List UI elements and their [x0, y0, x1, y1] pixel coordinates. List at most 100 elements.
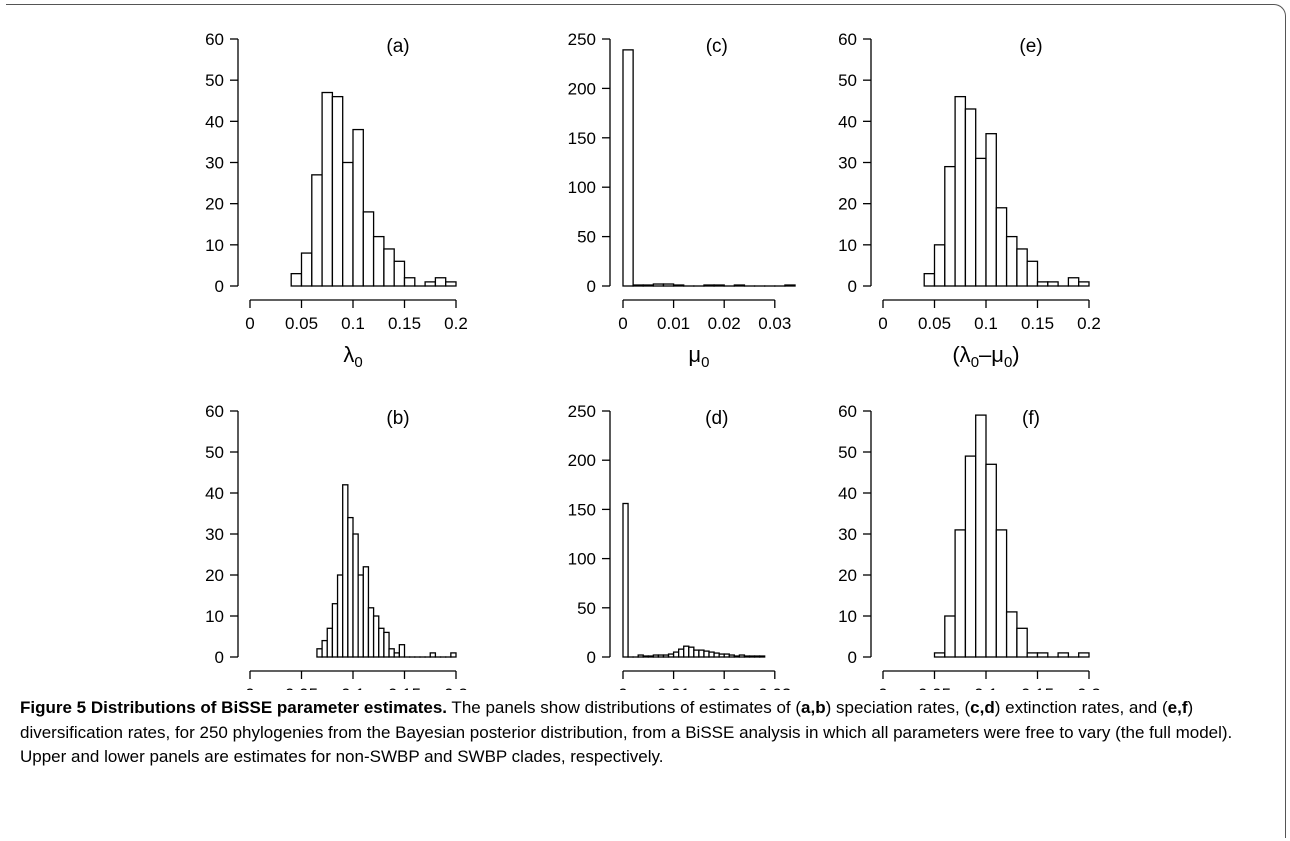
histogram-bar [316, 648, 323, 658]
y-tick-label: 100 [568, 178, 596, 197]
y-tick-label: 40 [838, 484, 857, 503]
histogram-bar [718, 653, 725, 658]
y-tick-label: 10 [838, 607, 857, 626]
histogram-bar [678, 648, 685, 658]
histogram-bar [944, 165, 956, 287]
histogram-bar [321, 91, 334, 287]
histogram-bar [642, 284, 655, 287]
x-tick-label: 0 [245, 314, 254, 333]
y-tick-label: 200 [568, 451, 596, 470]
histogram-bar [1005, 235, 1018, 287]
histogram-bar [622, 502, 629, 658]
y-tick-label: 30 [205, 154, 224, 173]
y-tick-label: 10 [205, 607, 224, 626]
y-tick-label: 150 [568, 500, 596, 519]
x-tick-label: 0.05 [285, 314, 318, 333]
histogram-bar [723, 653, 730, 658]
histogram-bar [713, 284, 725, 287]
histogram-bar [1078, 281, 1090, 287]
y-tick-label: 0 [215, 648, 224, 667]
histogram-bar [933, 244, 946, 287]
y-tick-label: 60 [838, 402, 857, 421]
panel-label: (b) [386, 408, 409, 429]
x-axis-label-subscript: 0 [354, 354, 362, 371]
y-tick-label: 0 [215, 277, 224, 296]
histogram-bar [693, 649, 700, 658]
x-tick-label: 0.15 [1021, 685, 1054, 690]
caption-title: Figure 5 Distributions of BiSSE paramete… [20, 698, 448, 717]
histogram-bar [985, 133, 997, 287]
histogram-bar [372, 235, 385, 287]
histogram-bar [672, 284, 685, 287]
histogram-bar [995, 529, 1008, 658]
histogram-bar [352, 533, 359, 658]
histogram-bar [622, 49, 634, 287]
y-tick-label: 50 [838, 443, 857, 462]
histogram-bar [1057, 652, 1070, 658]
histogram-bar [331, 603, 339, 658]
x-tick-label: 0.2 [444, 685, 468, 690]
histogram-bar [1016, 627, 1028, 658]
y-tick-label: 60 [205, 30, 224, 49]
histogram-bar [672, 651, 680, 658]
x-tick-label: 0.1 [341, 685, 365, 690]
y-tick-label: 0 [587, 277, 596, 296]
panel-label: (e) [1019, 36, 1042, 57]
y-tick-label: 20 [205, 566, 224, 585]
x-tick-label: 0.15 [388, 685, 421, 690]
y-tick-label: 20 [205, 195, 224, 214]
histogram-bar [331, 95, 344, 287]
y-tick-label: 10 [205, 236, 224, 255]
y-tick-label: 0 [848, 277, 857, 296]
histogram-bar [632, 284, 644, 287]
histogram-bar [342, 484, 349, 658]
histogram-bar [290, 272, 303, 287]
x-tick-label: 0.03 [758, 314, 791, 333]
histogram-bar [944, 615, 956, 658]
x-tick-label: 0.02 [708, 314, 741, 333]
histogram-bar [784, 284, 796, 287]
panel-label: (d) [705, 408, 728, 429]
histogram-bar [923, 272, 936, 287]
histogram-bar [662, 283, 675, 287]
histogram-bar [398, 644, 406, 658]
histogram-bar [383, 631, 390, 658]
x-tick-label: 0.03 [758, 685, 791, 690]
y-tick-label: 50 [205, 443, 224, 462]
histogram-bar [450, 652, 457, 658]
y-tick-label: 50 [577, 599, 596, 618]
histogram-bar [378, 627, 385, 658]
histogram-bar [434, 277, 447, 287]
caption-text-1: The panels show distributions of estimat… [447, 698, 802, 717]
histogram-bar [1016, 248, 1028, 287]
histogram-bar [975, 157, 987, 287]
y-tick-label: 250 [568, 402, 596, 421]
x-axis-label-part: –μ [979, 342, 1004, 367]
histogram-bar [424, 281, 437, 287]
histogram-bar [321, 639, 328, 658]
y-tick-label: 30 [838, 154, 857, 173]
y-tick-label: 200 [568, 79, 596, 98]
y-tick-label: 250 [568, 30, 596, 49]
x-tick-label: 0.05 [285, 685, 318, 690]
histogram-bar [698, 649, 705, 658]
figure-frame [6, 4, 1286, 838]
histogram-bar [954, 529, 967, 658]
histogram-bar [383, 248, 395, 287]
caption-text-3: ) extinction rates, and ( [994, 698, 1168, 717]
histogram-bar [1047, 281, 1059, 287]
x-tick-label: 0.1 [341, 314, 365, 333]
x-axis-label: μ0 [688, 342, 709, 371]
histogram-bar [342, 161, 354, 287]
histogram-bar [372, 615, 380, 658]
y-tick-label: 20 [838, 566, 857, 585]
y-tick-label: 40 [838, 112, 857, 131]
caption-text-2: ) speciation rates, ( [825, 698, 971, 717]
histogram-bar [738, 654, 746, 658]
histogram-bar [367, 607, 375, 658]
histogram-bar [637, 654, 644, 658]
x-tick-label: 0.01 [657, 685, 690, 690]
